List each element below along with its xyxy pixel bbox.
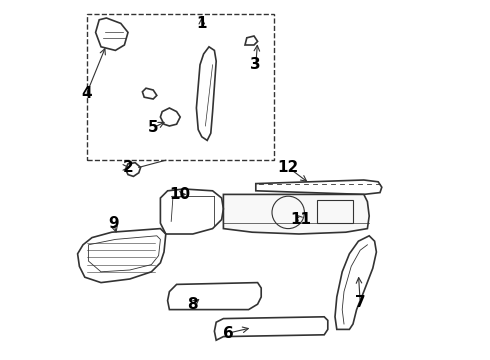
Text: 4: 4 bbox=[81, 86, 92, 101]
Text: 1: 1 bbox=[196, 16, 207, 31]
Text: 7: 7 bbox=[355, 295, 366, 310]
Text: 12: 12 bbox=[277, 160, 299, 175]
Text: 10: 10 bbox=[170, 187, 191, 202]
Text: 11: 11 bbox=[290, 212, 311, 227]
Polygon shape bbox=[223, 194, 369, 234]
Text: 8: 8 bbox=[188, 297, 198, 312]
Text: 6: 6 bbox=[223, 325, 234, 341]
Bar bbox=[87, 14, 274, 160]
Text: 3: 3 bbox=[250, 57, 261, 72]
Text: 5: 5 bbox=[148, 120, 158, 135]
Text: 2: 2 bbox=[122, 160, 133, 175]
Bar bbox=[317, 200, 353, 223]
Text: 9: 9 bbox=[108, 216, 119, 231]
